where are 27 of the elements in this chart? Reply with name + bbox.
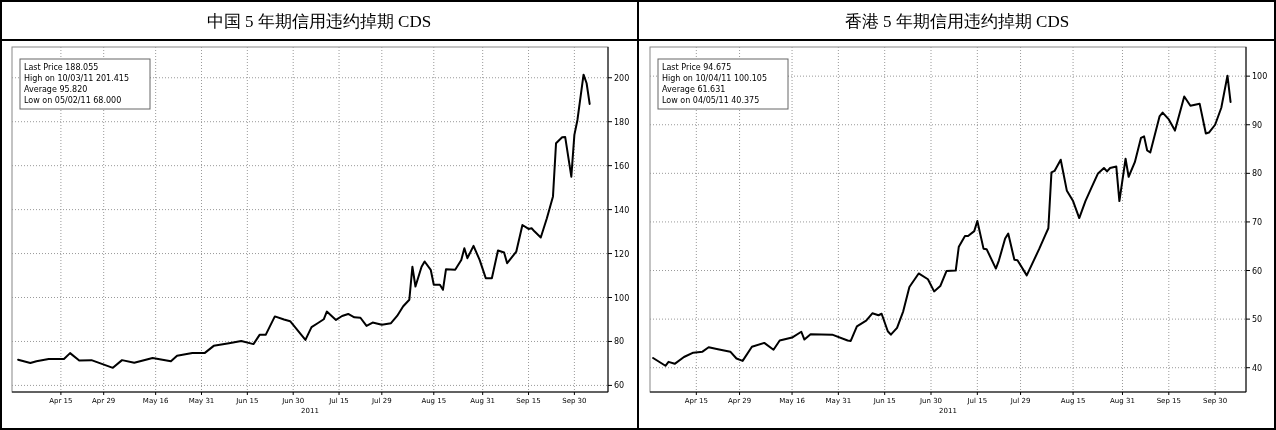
y-tick-label: 160 <box>614 161 630 171</box>
y-tick-label: 120 <box>614 249 630 259</box>
y-tick-label: 40 <box>1252 363 1263 373</box>
annotation: Average 95.820 <box>24 85 88 94</box>
annotation: Low on 05/02/11 68.000 <box>24 96 122 105</box>
annotation: High on 10/03/11 201.415 <box>24 74 129 83</box>
y-tick-label: 90 <box>1252 120 1263 130</box>
annotation: Last Price 188.055 <box>24 63 99 72</box>
y-tick-label: 100 <box>1252 72 1268 82</box>
annotation: High on 10/04/11 100.105 <box>662 74 767 83</box>
annotation: Low on 04/05/11 40.375 <box>662 96 760 105</box>
y-tick-label: 180 <box>614 117 630 127</box>
chart-title: 香港 5 年期信用违约掉期 CDS <box>844 12 1070 31</box>
y-tick-label: 80 <box>614 337 625 347</box>
y-tick-label: 80 <box>1252 169 1263 179</box>
y-tick-label: 50 <box>1252 315 1263 325</box>
line-series <box>652 74 1232 367</box>
annotation: Average 61.631 <box>662 85 726 94</box>
y-tick-label: 60 <box>1252 266 1263 276</box>
y-tick-label: 70 <box>1252 217 1263 227</box>
y-tick-label: 140 <box>614 205 630 215</box>
chart-title: 中国 5 年期信用违约掉期 CDS <box>206 12 432 31</box>
annotation: Last Price 94.675 <box>662 63 732 72</box>
line-series <box>17 73 591 369</box>
y-tick-label: 100 <box>614 293 630 303</box>
y-tick-label: 60 <box>614 381 625 391</box>
y-tick-label: 200 <box>614 73 630 83</box>
